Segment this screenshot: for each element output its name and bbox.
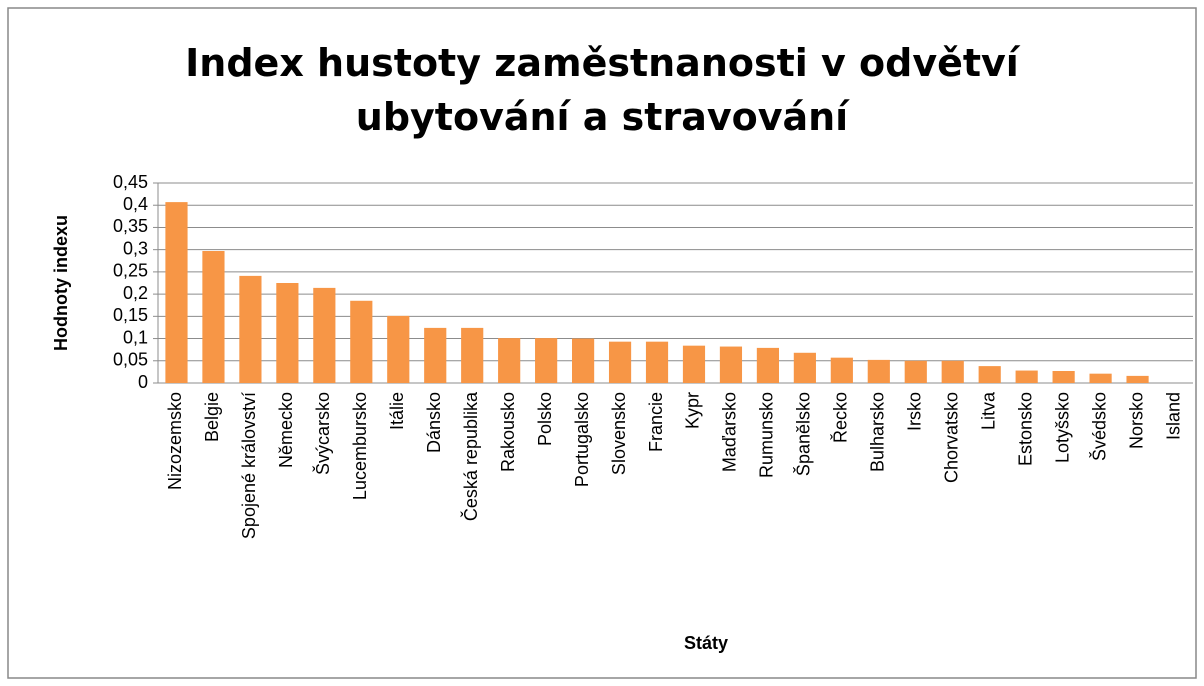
y-axis-label: Hodnoty indexu <box>51 215 71 351</box>
bar <box>239 275 262 383</box>
x-tick-label: Maďarsko <box>720 392 740 472</box>
x-tick-label: Estonsko <box>1015 392 1035 466</box>
x-tick-label: Spojené království <box>239 392 259 539</box>
x-tick-label: Rakousko <box>498 392 518 472</box>
y-tick-label: 0,2 <box>123 283 148 303</box>
bar <box>608 341 632 383</box>
x-tick-label: Portugalsko <box>572 392 592 487</box>
bar <box>719 346 743 383</box>
bar <box>645 341 669 383</box>
bar <box>756 347 779 383</box>
y-tick-label: 0,3 <box>123 238 148 258</box>
bar <box>535 338 558 383</box>
bar <box>424 327 447 383</box>
x-tick-label: Litva <box>978 391 998 430</box>
x-tick-label: Francie <box>646 392 666 452</box>
y-tick-label: 0,45 <box>113 172 148 192</box>
bar <box>276 283 299 383</box>
x-tick-label: Lotyšsko <box>1052 392 1072 463</box>
y-tick-label: 0,25 <box>113 261 148 281</box>
bar <box>165 202 188 383</box>
x-tick-label: Řecko <box>831 392 851 443</box>
bar <box>830 357 853 383</box>
bar <box>1126 375 1149 383</box>
bar <box>867 359 890 383</box>
bar <box>387 315 410 383</box>
y-tick-label: 0,15 <box>113 305 148 325</box>
bar <box>682 345 706 383</box>
bar <box>1015 370 1038 383</box>
x-tick-label: Česká republika <box>460 391 481 521</box>
x-tick-label: Švédsko <box>1088 392 1109 461</box>
x-tick-label: Irsko <box>905 392 925 431</box>
bar <box>350 300 373 383</box>
x-tick-label: Polsko <box>535 392 555 446</box>
y-tick-label: 0,05 <box>113 350 148 370</box>
bar <box>793 352 816 383</box>
bar <box>978 366 1001 383</box>
x-tick-label: Španělsko <box>793 392 814 476</box>
x-axis-label: Státy <box>684 633 728 653</box>
x-tick-label: Norsko <box>1126 392 1146 449</box>
y-tick-label: 0,1 <box>123 327 148 347</box>
chart-title: Index hustoty zaměstnanosti v odvětví ub… <box>185 41 1019 139</box>
x-tick-label: Belgie <box>202 392 222 442</box>
bar <box>498 338 521 383</box>
bar <box>1052 371 1075 383</box>
x-tick-label: Chorvatsko <box>941 392 961 483</box>
y-tick-label: 0 <box>138 372 148 392</box>
x-tick-label: Bulharsko <box>868 392 888 472</box>
bar <box>1089 373 1112 383</box>
x-tick-label: Nizozemsko <box>165 392 185 490</box>
bar <box>313 287 336 383</box>
x-tick-label: Německo <box>276 392 296 468</box>
y-tick-label: 0,4 <box>123 194 148 214</box>
bar <box>572 338 595 383</box>
bar <box>202 251 225 383</box>
x-tick-label: Dánsko <box>424 392 444 453</box>
x-tick-label: Itálie <box>387 392 407 430</box>
x-tick-label: Švýcarsko <box>312 392 333 475</box>
bar <box>461 327 484 383</box>
x-tick-label: Slovensko <box>609 392 629 475</box>
x-tick-label: Rumunsko <box>757 392 777 478</box>
x-tick-label: Kypr <box>683 392 703 429</box>
x-tick-label: Island <box>1163 392 1183 440</box>
x-tick-label: Lucembursko <box>350 392 370 500</box>
bar <box>941 360 964 383</box>
bar <box>904 360 927 383</box>
y-tick-label: 0,35 <box>113 216 148 236</box>
